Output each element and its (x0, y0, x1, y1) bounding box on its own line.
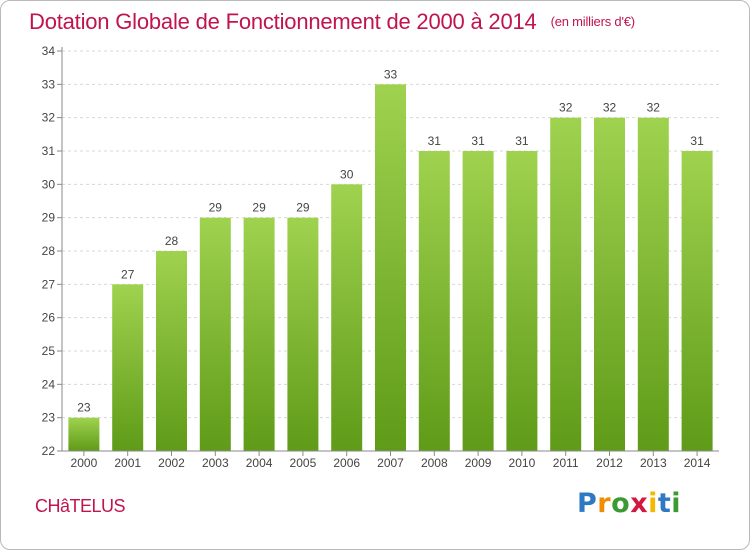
y-tick-label: 33 (42, 77, 56, 91)
data-label: 27 (121, 267, 135, 281)
bar (199, 217, 231, 451)
y-tick-label: 29 (42, 211, 56, 225)
bar (112, 284, 144, 451)
bar (287, 217, 319, 451)
data-label: 31 (471, 134, 485, 148)
logo-letter: t (657, 488, 672, 519)
x-tick-label: 2005 (290, 456, 317, 470)
y-tick-label: 30 (42, 177, 56, 191)
town-name: CHâTELUS (35, 496, 126, 516)
logo-letter: r (597, 488, 612, 519)
logo-letter: i (648, 488, 658, 519)
data-label: 32 (647, 101, 661, 115)
data-label: 29 (296, 201, 310, 215)
bar (331, 184, 363, 452)
data-label: 23 (77, 401, 91, 415)
data-label: 30 (340, 167, 354, 181)
bar (462, 151, 494, 451)
logo-letter: o (611, 488, 631, 519)
y-tick-label: 28 (42, 244, 56, 258)
logo-letter: P (577, 488, 598, 519)
bar (681, 151, 713, 451)
y-tick-label: 32 (42, 111, 56, 125)
x-tick-label: 2011 (553, 456, 579, 470)
bar (375, 84, 406, 451)
data-label: 32 (559, 101, 573, 115)
x-tick-label: 2013 (640, 456, 667, 470)
y-tick-label: 24 (42, 377, 56, 391)
y-tick-label: 25 (42, 344, 56, 358)
proxiti-logo: Proxiti (577, 488, 681, 519)
bar (156, 251, 187, 451)
logo-letter: i (671, 488, 682, 519)
bar (506, 151, 538, 451)
bar (594, 117, 625, 452)
chart-title: Dotation Globale de Fonctionnement de 20… (29, 9, 635, 35)
bar (550, 117, 582, 452)
data-label: 33 (384, 67, 398, 81)
x-tick-label: 2001 (114, 456, 141, 470)
x-tick-label: 2006 (333, 456, 360, 470)
bar (637, 117, 669, 452)
x-tick-label: 2008 (421, 456, 448, 470)
x-tick-label: 2012 (596, 456, 623, 470)
y-tick-label: 34 (42, 44, 56, 58)
x-tick-label: 2000 (71, 456, 98, 470)
x-tick-label: 2003 (202, 456, 229, 470)
x-tick-label: 2007 (377, 456, 404, 470)
data-label: 31 (515, 134, 529, 148)
chart-unit-label: (en milliers d'€) (550, 14, 636, 29)
bar (418, 151, 450, 451)
data-label: 28 (165, 234, 179, 248)
chart-title-text: Dotation Globale de Fonctionnement de 20… (29, 9, 537, 34)
x-tick-label: 2002 (158, 456, 185, 470)
data-label: 31 (690, 134, 704, 148)
y-tick-label: 23 (42, 411, 56, 425)
bar (68, 417, 100, 451)
x-tick-label: 2009 (465, 456, 492, 470)
x-tick-label: 2004 (246, 456, 273, 470)
y-tick-label: 27 (42, 277, 56, 291)
x-tick-label: 2010 (509, 456, 536, 470)
data-label: 29 (252, 201, 266, 215)
data-label: 31 (428, 134, 442, 148)
y-tick-label: 31 (42, 144, 56, 158)
y-tick-label: 22 (42, 444, 56, 458)
x-tick-label: 2014 (684, 456, 711, 470)
data-label: 32 (603, 101, 617, 115)
data-label: 29 (209, 201, 223, 215)
bar (243, 217, 275, 451)
logo-letter: x (630, 488, 649, 519)
y-tick-label: 26 (42, 311, 56, 325)
